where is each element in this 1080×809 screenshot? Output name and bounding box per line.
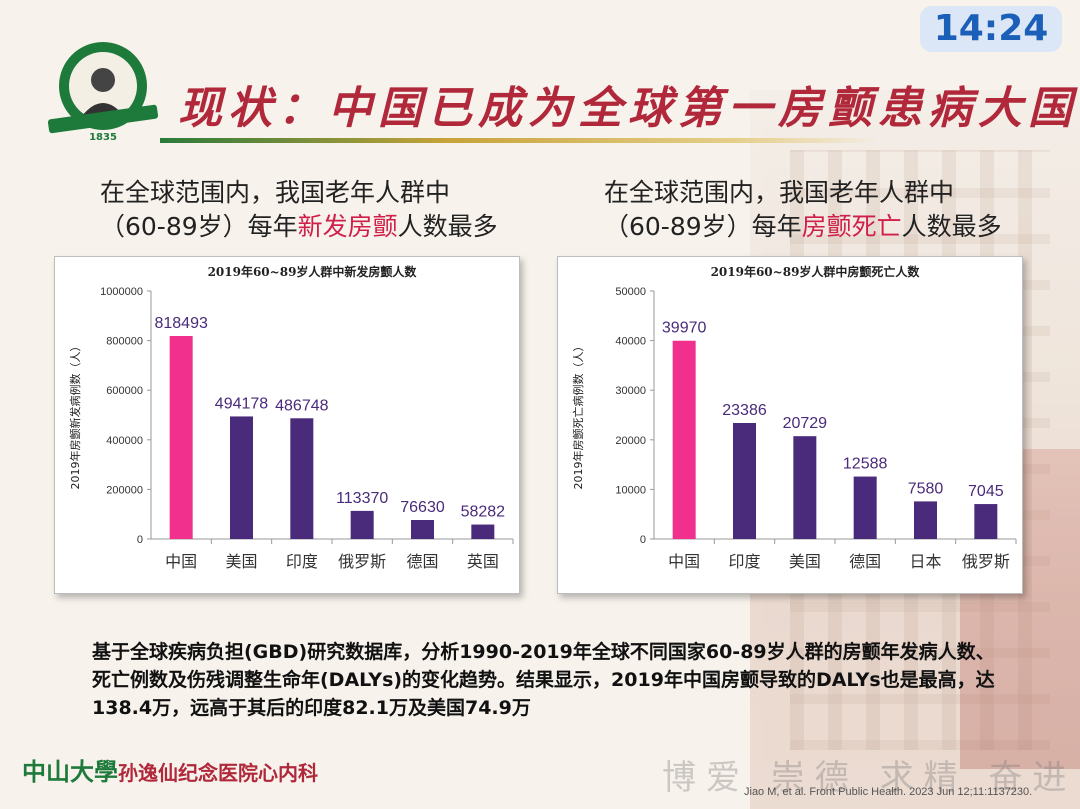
y-tick-label: 0 [640, 534, 646, 546]
bar-value-label: 7045 [968, 483, 1004, 500]
motto: 博爱 崇德 求精 奋进 [662, 758, 1077, 798]
y-tick-label: 40000 [615, 336, 646, 348]
bar [411, 519, 434, 539]
logo-emblem: 1835 [47, 42, 159, 143]
hospital-logo: 1835 [44, 40, 162, 144]
y-axis-label: 2019年房颤新发病例数（人） [68, 341, 82, 490]
summary-paragraph: 基于全球疾病负担(GBD)研究数据库，分析1990-2019年全球不同国家60-… [92, 641, 995, 719]
caption-left-line2: （60-89岁）每年新发房颤人数最多 [100, 210, 498, 244]
footer-dept: 孙逸仙纪念医院心内科 [118, 761, 318, 785]
bar-value-label: 20729 [783, 415, 828, 432]
x-tick-label: 俄罗斯 [338, 552, 386, 571]
bar [793, 436, 817, 539]
bar [230, 416, 253, 539]
bar [350, 510, 374, 539]
caption-left: 在全球范围内，我国老年人群中 （60-89岁）每年新发房颤人数最多 [100, 176, 498, 244]
x-tick-label: 德国 [849, 552, 881, 571]
bar-value-label: 486748 [275, 397, 328, 414]
chart-panel-incidence: 2019年60~89岁人群中新发房颤人数 2019年房颤新发病例数（人） 0 2000… [54, 256, 520, 594]
y-tick-label: 0 [137, 534, 143, 546]
bar-value-label: 494178 [215, 395, 268, 412]
y-tick-label: 800000 [106, 336, 143, 348]
y-tick-label: 400000 [106, 435, 143, 447]
footer-department: 中山大學孙逸仙纪念医院心内科 [22, 752, 318, 787]
caption-right-line1: 在全球范围内，我国老年人群中 [604, 178, 955, 207]
citation: Jiao M, et al. Front Public Health. 2023… [744, 786, 1033, 798]
x-tick-label: 印度 [728, 552, 760, 571]
caption-right-line2: （60-89岁）每年房颤死亡人数最多 [604, 210, 1002, 244]
x-tick-label: 美国 [225, 552, 257, 571]
x-tick-label: 中国 [668, 552, 700, 571]
x-tick-label: 中国 [165, 552, 197, 571]
caption-left-highlight: 新发房颤 [297, 212, 398, 241]
bar [290, 418, 314, 539]
clock: 14:24 [920, 6, 1062, 52]
caption-left-pre: （60-89岁）每年 [100, 212, 298, 241]
caption-right-highlight: 房颤死亡 [801, 212, 902, 241]
chart-panel-mortality: 2019年60~89岁人群中房颤死亡人数 2019年房颤死亡病例数（人） 0 1000… [557, 256, 1023, 594]
mortality-bar-chart: 2019年60~89岁人群中房颤死亡人数 2019年房颤死亡病例数（人） 0 1000… [571, 264, 1017, 571]
bar-value-label: 12588 [843, 456, 888, 473]
incidence-bar-chart: 2019年60~89岁人群中新发房颤人数 2019年房颤新发病例数（人） 0 2000… [68, 264, 514, 571]
bar [853, 476, 877, 539]
y-tick-label: 20000 [615, 435, 646, 447]
y-tick-label: 200000 [106, 484, 143, 496]
x-tick-label: 英国 [467, 552, 499, 571]
bar-value-label: 58282 [461, 504, 506, 521]
title-underline [160, 138, 880, 143]
x-tick-label: 美国 [789, 552, 821, 571]
bar-value-label: 818493 [154, 315, 207, 332]
bar [471, 524, 495, 539]
bar [672, 340, 696, 539]
footer-university: 中山大學 [22, 757, 118, 786]
caption-right-pre: （60-89岁）每年 [604, 212, 802, 241]
chart-title: 2019年60~89岁人群中房颤死亡人数 [711, 264, 921, 279]
bar [974, 504, 998, 539]
page-title: 现状：中国已成为全球第一房颤患病大国 [178, 83, 1078, 134]
y-tick-label: 30000 [615, 385, 646, 397]
x-tick-label: 德国 [406, 552, 438, 571]
y-axis-label: 2019年房颤死亡病例数（人） [571, 341, 585, 490]
bar-value-label: 23386 [722, 402, 767, 419]
x-tick-label: 印度 [286, 552, 318, 571]
bar [914, 501, 937, 539]
caption-right: 在全球范围内，我国老年人群中 （60-89岁）每年房颤死亡人数最多 [604, 176, 1002, 244]
bar-value-label: 76630 [400, 499, 445, 516]
caption-left-post: 人数最多 [397, 212, 498, 241]
y-tick-label: 50000 [615, 286, 646, 298]
logo-year: 1835 [89, 132, 117, 143]
y-tick-label: 600000 [106, 385, 143, 397]
bar [169, 336, 193, 539]
bar-value-label: 113370 [336, 490, 388, 507]
x-tick-label: 日本 [909, 552, 941, 571]
x-tick-label: 俄罗斯 [962, 552, 1010, 571]
bar-value-label: 7580 [908, 480, 944, 497]
y-tick-label: 1000000 [100, 286, 143, 298]
caption-right-post: 人数最多 [901, 212, 1002, 241]
bar-value-label: 39970 [662, 320, 707, 337]
bar [733, 423, 756, 539]
chart-title: 2019年60~89岁人群中新发房颤人数 [208, 264, 418, 279]
caption-left-line1: 在全球范围内，我国老年人群中 [100, 178, 451, 207]
y-tick-label: 10000 [615, 484, 646, 496]
